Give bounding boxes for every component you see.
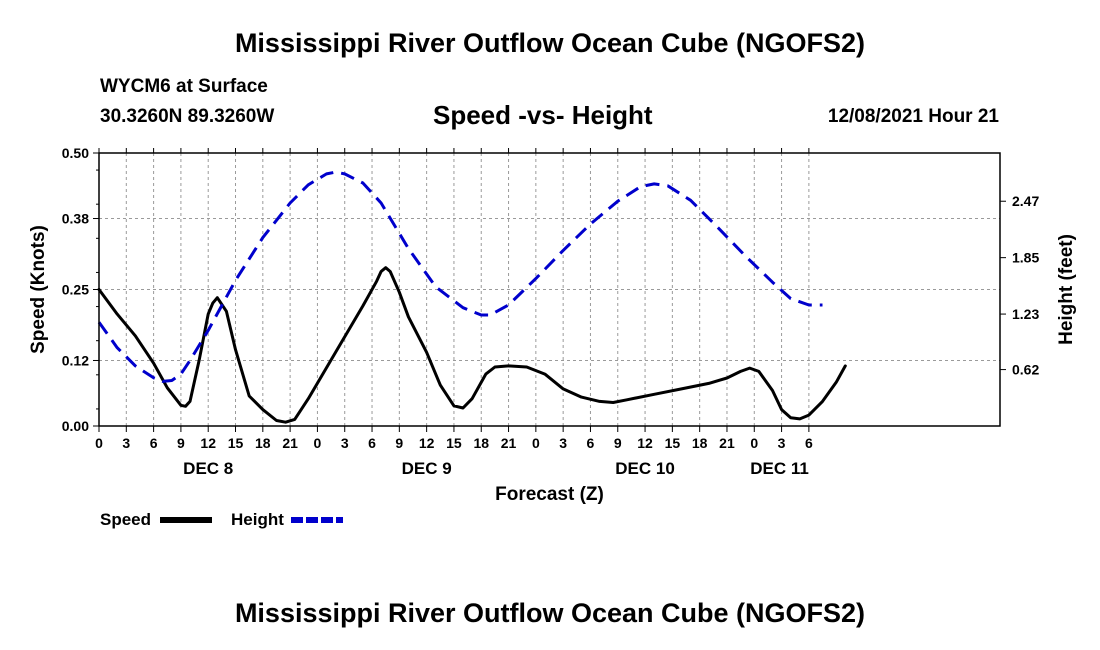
y-left-axis-title: Speed (Knots) [28,225,49,354]
y-left-tick-label: 0.00 [62,418,89,434]
y-left-tick-label: 0.50 [62,145,89,161]
series-layer [97,170,847,424]
x-tick-label: 9 [614,435,622,451]
x-tick-label: 3 [341,435,349,451]
x-tick-label: 3 [778,435,786,451]
second-chart-title: Mississippi River Outflow Ocean Cube (NG… [234,598,866,628]
y-right-tick-label: 1.85 [1012,250,1039,266]
x-day-label: DEC 11 [750,459,809,478]
chart-title: Mississippi River Outflow Ocean Cube (NG… [234,28,866,58]
y-right-tick-label: 2.47 [1012,193,1039,209]
grid-layer [99,153,1000,426]
x-tick-label: 0 [532,435,540,451]
x-tick-label: 21 [719,435,735,451]
x-day-label: DEC 10 [615,459,675,478]
x-tick-label: 3 [559,435,567,451]
x-tick-label: 6 [805,435,813,451]
y-right-axis-title: Height (feet) [1056,234,1077,345]
x-tick-label: 15 [228,435,244,451]
forecast-datetime: 12/08/2021 Hour 21 [827,106,999,127]
x-tick-label: 12 [419,435,435,451]
x-tick-label: 0 [750,435,758,451]
coordinates-label: 30.3260N 89.3260W [100,106,275,127]
x-day-label: DEC 8 [183,459,233,478]
x-tick-label: 21 [282,435,298,451]
x-axis-title: Forecast (Z) [495,484,604,505]
axis-layer: 0 3 6 9 12 15 18 21 0 3 6 9 12 15 18 21 0 3 6 9 12 15 18 21 0 3 6 0… [28,145,1077,505]
legend-label-speed: Speed [100,510,151,529]
chart-subtitle: Speed -vs- Height [433,100,653,130]
x-tick-label: 3 [122,435,130,451]
legend-label-height: Height [231,510,284,529]
x-tick-label: 9 [177,435,185,451]
x-tick-label: 6 [150,435,158,451]
station-label: WYCM6 at Surface [100,76,268,97]
x-tick-label: 9 [395,435,403,451]
x-tick-label: 12 [200,435,216,451]
x-tick-label: 21 [501,435,517,451]
series-line-speed [97,266,847,424]
x-tick-label: 15 [446,435,462,451]
y-left-tick-label: 0.12 [62,352,89,368]
y-left-tick-label: 0.25 [62,282,89,298]
y-right-tick-label: 0.62 [1012,362,1039,378]
y-left-tick-label: 0.38 [62,211,89,227]
x-tick-label: 0 [95,435,103,451]
series-line-height [97,170,823,383]
x-tick-label: 15 [665,435,681,451]
x-tick-label: 18 [473,435,489,451]
x-day-label: DEC 9 [402,459,452,478]
x-tick-label: 6 [587,435,595,451]
y-right-tick-label: 1.23 [1012,306,1039,322]
x-tick-label: 0 [314,435,322,451]
x-tick-label: 18 [692,435,708,451]
legend: Speed Height [100,510,343,529]
x-tick-label: 18 [255,435,271,451]
x-tick-label: 12 [637,435,653,451]
x-tick-label: 6 [368,435,376,451]
